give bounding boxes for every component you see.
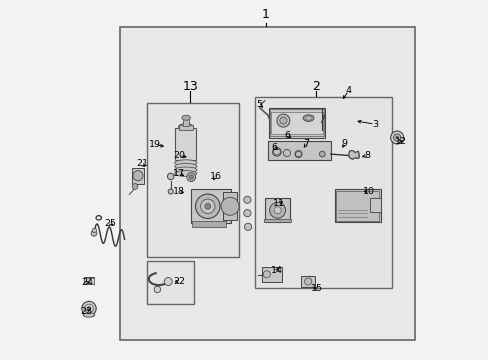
Bar bbox=[268, 108, 324, 138]
Bar bbox=[147, 261, 194, 304]
Text: 23: 23 bbox=[81, 307, 93, 316]
Text: 1: 1 bbox=[262, 8, 269, 21]
Bar bbox=[264, 219, 290, 222]
Bar bbox=[179, 125, 192, 130]
Bar bbox=[301, 276, 314, 287]
Bar bbox=[261, 267, 281, 282]
Text: 22: 22 bbox=[173, 277, 185, 286]
Circle shape bbox=[168, 189, 173, 194]
Circle shape bbox=[276, 114, 289, 127]
Circle shape bbox=[92, 228, 96, 233]
Circle shape bbox=[319, 151, 325, 157]
Bar bbox=[191, 189, 230, 223]
Text: 24: 24 bbox=[81, 278, 93, 287]
Bar bbox=[267, 141, 330, 160]
Circle shape bbox=[132, 184, 138, 189]
Circle shape bbox=[244, 223, 251, 230]
Text: 10: 10 bbox=[362, 187, 374, 196]
Circle shape bbox=[204, 203, 210, 209]
Bar bbox=[271, 112, 322, 134]
Text: 13: 13 bbox=[182, 80, 198, 93]
Circle shape bbox=[390, 131, 403, 144]
Bar bbox=[369, 198, 380, 212]
Ellipse shape bbox=[174, 171, 197, 176]
Circle shape bbox=[294, 150, 302, 158]
Text: 7: 7 bbox=[303, 139, 309, 148]
Text: 6: 6 bbox=[284, 130, 290, 139]
Text: 15: 15 bbox=[310, 284, 322, 293]
Circle shape bbox=[87, 307, 91, 310]
Circle shape bbox=[269, 202, 285, 218]
Text: 14: 14 bbox=[270, 266, 283, 275]
Text: 4: 4 bbox=[345, 86, 351, 95]
Text: 25: 25 bbox=[104, 219, 116, 228]
Bar bbox=[84, 277, 94, 284]
Ellipse shape bbox=[174, 167, 197, 173]
Polygon shape bbox=[348, 150, 358, 159]
Circle shape bbox=[167, 173, 174, 180]
Text: 5: 5 bbox=[256, 100, 262, 109]
Ellipse shape bbox=[178, 123, 193, 130]
Circle shape bbox=[279, 117, 286, 124]
Circle shape bbox=[164, 278, 172, 285]
Circle shape bbox=[304, 278, 311, 285]
Circle shape bbox=[84, 304, 93, 313]
Text: 3: 3 bbox=[371, 120, 377, 129]
Text: 20: 20 bbox=[173, 151, 184, 160]
Text: 6: 6 bbox=[270, 143, 277, 152]
Ellipse shape bbox=[174, 163, 197, 169]
Circle shape bbox=[273, 207, 281, 214]
Circle shape bbox=[81, 301, 96, 316]
Circle shape bbox=[283, 149, 290, 157]
Ellipse shape bbox=[83, 313, 95, 317]
Text: 12: 12 bbox=[394, 136, 407, 145]
Circle shape bbox=[195, 194, 220, 219]
Bar bbox=[175, 128, 196, 160]
Text: 11: 11 bbox=[272, 199, 284, 208]
Bar bbox=[84, 278, 94, 284]
Text: 17: 17 bbox=[173, 169, 184, 178]
Bar bbox=[147, 103, 239, 257]
Circle shape bbox=[186, 173, 195, 181]
Circle shape bbox=[154, 286, 160, 293]
Bar bbox=[270, 109, 323, 136]
Circle shape bbox=[244, 196, 250, 203]
Bar bbox=[132, 168, 143, 184]
Text: 21: 21 bbox=[136, 159, 147, 168]
Circle shape bbox=[263, 271, 270, 278]
Text: 8: 8 bbox=[363, 151, 369, 160]
Ellipse shape bbox=[182, 115, 190, 120]
Bar bbox=[223, 192, 237, 220]
Circle shape bbox=[221, 197, 239, 215]
Circle shape bbox=[395, 136, 398, 139]
Bar bbox=[192, 221, 226, 227]
Text: 9: 9 bbox=[341, 139, 347, 148]
Bar bbox=[265, 198, 289, 222]
Circle shape bbox=[393, 134, 400, 141]
Bar bbox=[334, 189, 380, 222]
Circle shape bbox=[244, 210, 250, 217]
Bar bbox=[183, 118, 189, 126]
Text: 2: 2 bbox=[312, 80, 320, 93]
Circle shape bbox=[189, 175, 193, 179]
Text: 16: 16 bbox=[209, 172, 221, 181]
Bar bbox=[120, 27, 415, 340]
Text: 19: 19 bbox=[149, 140, 161, 149]
Ellipse shape bbox=[303, 115, 313, 121]
Ellipse shape bbox=[305, 116, 311, 120]
Circle shape bbox=[200, 199, 215, 213]
Text: 18: 18 bbox=[173, 187, 184, 196]
Ellipse shape bbox=[174, 160, 197, 166]
Bar bbox=[255, 97, 391, 288]
Circle shape bbox=[272, 148, 281, 156]
Circle shape bbox=[91, 230, 97, 236]
Circle shape bbox=[133, 171, 142, 181]
Bar bbox=[335, 191, 378, 221]
